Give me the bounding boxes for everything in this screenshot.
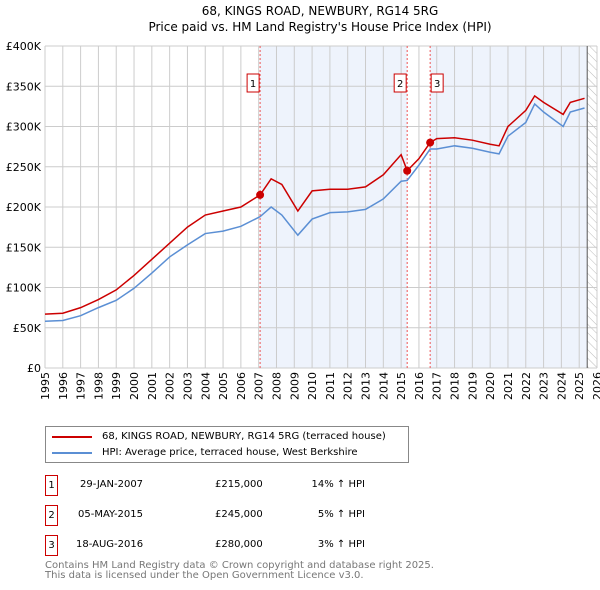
hpi-line — [44, 102, 585, 323]
x-tick-label: 2016 — [413, 372, 426, 400]
sale-number-badge: 2 — [45, 505, 58, 526]
price-chart: 68, KINGS ROAD, NEWBURY, RG14 5RG Price … — [6, 4, 600, 400]
sale-hpi-delta: 14% ↑ HPI — [311, 479, 365, 490]
x-tick-label: 1998 — [92, 372, 105, 400]
x-tick-label: 2022 — [520, 372, 533, 400]
legend-swatch-blue — [52, 451, 92, 454]
property-line — [44, 94, 585, 315]
footer-line: This data is licensed under the Open Gov… — [45, 570, 364, 581]
y-tick-label: £400K — [6, 40, 42, 53]
x-tick-label: 2019 — [466, 372, 479, 400]
chart-subtitle: Price paid vs. HM Land Registry's House … — [148, 20, 491, 34]
legend-item-property: 68, KINGS ROAD, NEWBURY, RG14 5RG (terra… — [52, 431, 386, 442]
x-tick-label: 2024 — [555, 372, 568, 400]
sale-point — [426, 138, 435, 147]
x-tick-label: 2007 — [253, 372, 266, 400]
x-tick-label: 2004 — [199, 372, 212, 400]
y-tick-label: £200K — [6, 201, 42, 214]
sale-number-badge: 3 — [45, 535, 58, 556]
x-tick-label: 2006 — [235, 372, 248, 400]
x-tick-label: 2001 — [146, 372, 159, 400]
sale-badge — [430, 73, 444, 93]
sale-badge — [246, 73, 260, 93]
y-tick-label: £0 — [27, 362, 41, 375]
sale-date: 05-MAY-2015 — [78, 509, 144, 520]
x-tick-label: 2011 — [324, 372, 337, 400]
sale-badge-label: 1 — [250, 79, 256, 90]
legend: 68, KINGS ROAD, NEWBURY, RG14 5RG (terra… — [45, 426, 409, 463]
x-tick-label: 2015 — [395, 372, 408, 400]
x-tick-label: 2023 — [538, 372, 551, 400]
sale-price: £215,000 — [215, 479, 263, 490]
x-tick-label: 2026 — [591, 372, 600, 400]
footer-line: Contains HM Land Registry data © Crown c… — [45, 560, 434, 571]
x-tick-label: 2017 — [431, 372, 444, 400]
sale-badge — [393, 73, 407, 93]
x-tick-label: 2002 — [164, 372, 177, 400]
y-tick-label: £250K — [6, 161, 42, 174]
x-tick-label: 2003 — [181, 372, 194, 400]
x-tick-label: 1999 — [110, 372, 123, 400]
x-tick-label: 2020 — [484, 372, 497, 400]
sale-row: 1 29-JAN-2007 £215,000 14% ↑ HPI — [45, 475, 375, 496]
x-tick-label: 2014 — [377, 372, 390, 400]
y-tick-label: £350K — [6, 80, 42, 93]
sale-date: 29-JAN-2007 — [80, 479, 144, 490]
x-tick-label: 1996 — [57, 372, 70, 400]
x-tick-label: 2010 — [306, 372, 319, 400]
x-tick-label: 2005 — [217, 372, 230, 400]
y-tick-label: £300K — [6, 121, 42, 134]
sale-price: £245,000 — [215, 509, 263, 520]
sale-badge-label: 3 — [434, 79, 440, 90]
legend-swatch-red — [52, 435, 92, 438]
x-tick-label: 2012 — [342, 372, 355, 400]
x-tick-label: 2013 — [360, 372, 373, 400]
sale-point — [403, 166, 412, 175]
x-tick-label: 2009 — [288, 372, 301, 400]
sale-hpi-delta: 5% ↑ HPI — [317, 509, 365, 520]
sale-price: £280,000 — [215, 539, 263, 550]
sale-hpi-delta: 3% ↑ HPI — [317, 539, 365, 550]
sale-number-badge: 1 — [45, 475, 58, 496]
x-tick-label: 2021 — [502, 372, 515, 400]
x-tick-label: 1995 — [39, 372, 52, 400]
x-tick-label: 2008 — [270, 372, 283, 400]
y-tick-label: £50K — [13, 322, 42, 335]
y-tick-label: £150K — [6, 241, 42, 254]
legend-item-hpi: HPI: Average price, terraced house, West… — [52, 447, 358, 458]
sale-date: 18-AUG-2016 — [76, 539, 144, 550]
y-tick-label: £100K — [6, 282, 42, 295]
legend-label: HPI: Average price, terraced house, West… — [102, 447, 358, 458]
chart-title: 68, KINGS ROAD, NEWBURY, RG14 5RG — [202, 4, 439, 18]
footer: Contains HM Land Registry data © Crown c… — [45, 561, 434, 581]
x-tick-label: 2025 — [573, 372, 586, 400]
sale-point — [256, 190, 265, 199]
x-tick-label: 2000 — [128, 372, 141, 400]
sale-row: 2 05-MAY-2015 £245,000 5% ↑ HPI — [45, 505, 375, 526]
x-tick-label: 1997 — [75, 372, 88, 400]
sale-badge-label: 2 — [397, 79, 403, 90]
x-tick-label: 2018 — [449, 372, 462, 400]
sale-row: 3 18-AUG-2016 £280,000 3% ↑ HPI — [45, 535, 375, 556]
legend-label: 68, KINGS ROAD, NEWBURY, RG14 5RG (terra… — [102, 431, 386, 442]
